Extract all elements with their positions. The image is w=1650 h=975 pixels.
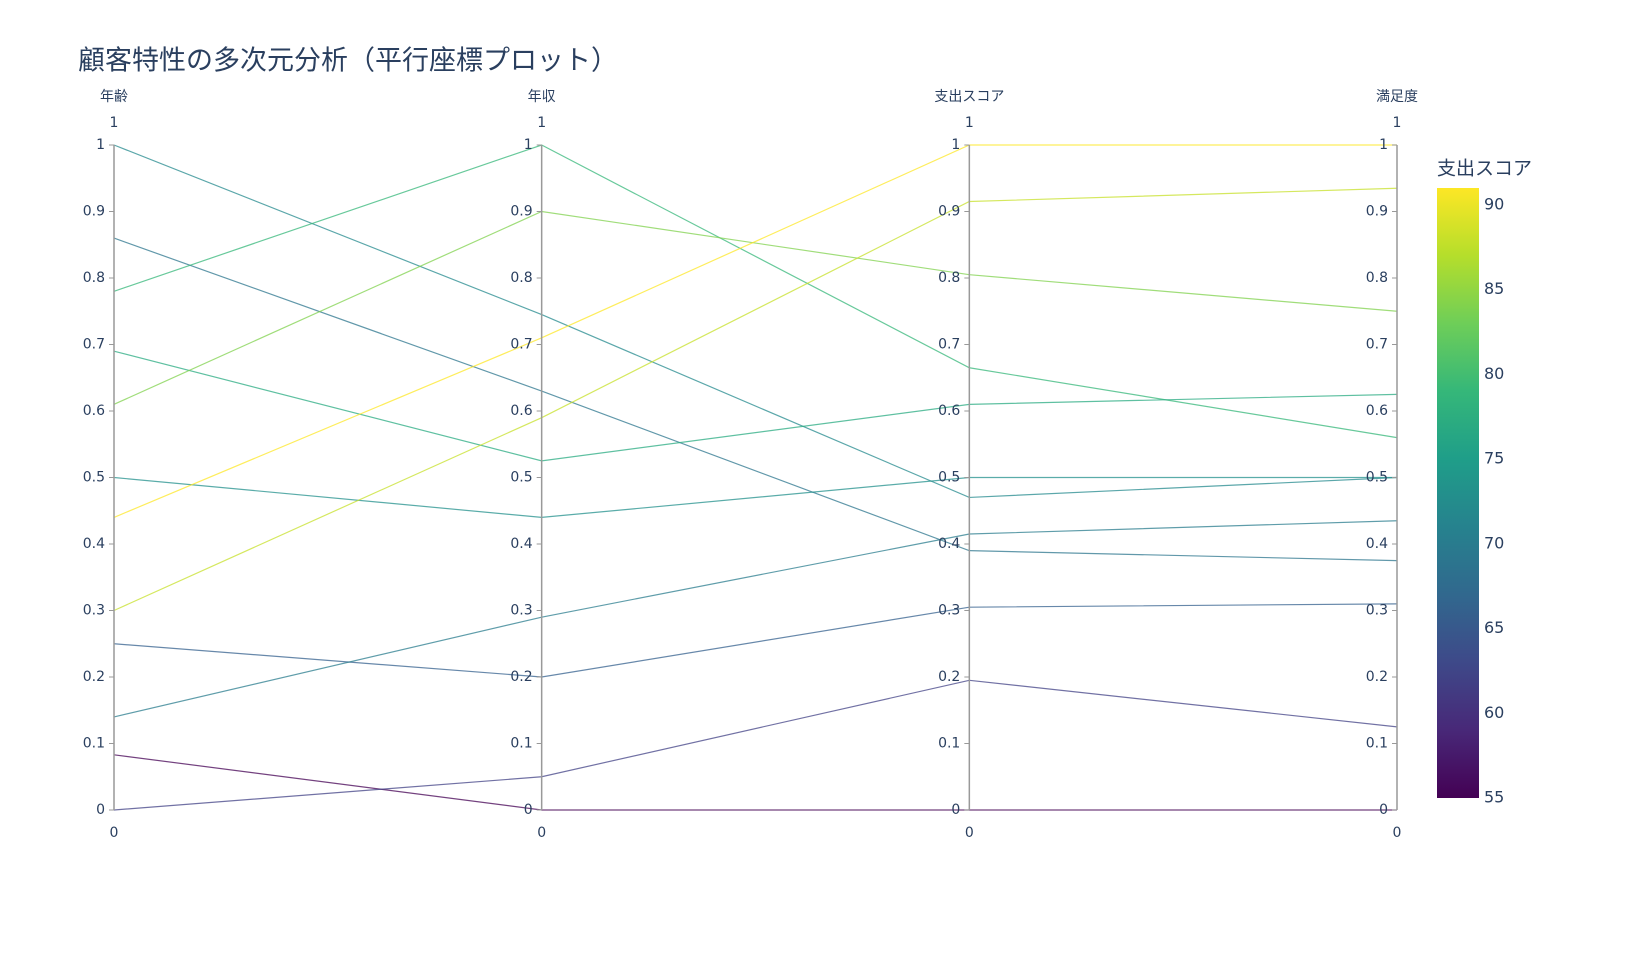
data-line	[113, 144, 1397, 518]
tick-label: 1	[96, 137, 105, 153]
data-line	[113, 144, 1398, 439]
tick-label: 0.2	[1366, 669, 1388, 685]
tick-label: 0.9	[1366, 204, 1388, 220]
tick-label: 0.5	[938, 470, 960, 486]
tick-label: 0.5	[83, 470, 105, 486]
colorbar-tick-label: 70	[1484, 533, 1504, 552]
chart-title: 顧客特性の多次元分析（平行座標プロット）	[78, 46, 618, 77]
tick-label: 0	[951, 802, 960, 818]
data-line	[113, 237, 1398, 562]
tick-label: 0.5	[510, 470, 532, 486]
tick-label: 0.1	[938, 736, 960, 752]
data-line	[113, 754, 1397, 811]
tick-label: 0.8	[1366, 270, 1388, 286]
tick-label: 0.1	[1366, 736, 1388, 752]
tick-label: 1	[524, 137, 533, 153]
tick-label: 0.1	[510, 736, 532, 752]
tick-label: 0.3	[83, 603, 105, 619]
tick-label: 0.7	[1366, 337, 1388, 353]
tick-label: 0.3	[510, 603, 532, 619]
tick-label: 0.9	[83, 204, 105, 220]
colorbar-tick-label: 90	[1484, 194, 1504, 213]
axis-label: 支出スコア	[934, 89, 1004, 105]
data-line	[113, 476, 1397, 519]
range-min-label: 0	[965, 825, 974, 841]
tick-label: 0.2	[510, 669, 532, 685]
tick-label: 0.8	[83, 270, 105, 286]
tick-label: 0	[524, 802, 533, 818]
tick-label: 0.6	[1366, 403, 1388, 419]
tick-label: 1	[951, 137, 960, 153]
data-line	[113, 603, 1398, 678]
tick-label: 0.2	[83, 669, 105, 685]
tick-label: 0.6	[83, 403, 105, 419]
tick-label: 0.4	[83, 536, 105, 552]
tick-label: 0.4	[1366, 536, 1388, 552]
colorbar-tick-label: 85	[1484, 279, 1504, 298]
tick-label: 0.6	[510, 403, 532, 419]
tick-label: 1	[1379, 137, 1388, 153]
tick-label: 0.7	[83, 337, 105, 353]
data-line	[113, 144, 1398, 499]
colorbar-tick-label: 65	[1484, 618, 1504, 637]
tick-label: 0.3	[938, 603, 960, 619]
range-min-label: 0	[110, 825, 119, 841]
colorbar-title: 支出スコア	[1437, 158, 1532, 180]
tick-label: 0.9	[510, 204, 532, 220]
tick-label: 0.7	[938, 337, 960, 353]
axis-label: 年収	[528, 89, 556, 105]
range-max-label: 1	[965, 115, 974, 131]
range-max-label: 1	[1393, 115, 1402, 131]
tick-label: 0.2	[938, 669, 960, 685]
range-min-label: 0	[1393, 825, 1402, 841]
data-line	[113, 679, 1398, 811]
tick-label: 0.5	[1366, 470, 1388, 486]
tick-label: 0.6	[938, 403, 960, 419]
axis-label: 年齢	[100, 89, 128, 105]
tick-label: 0	[1379, 802, 1388, 818]
colorbar-tick-label: 80	[1484, 364, 1504, 383]
tick-label: 0.9	[938, 204, 960, 220]
axis-label: 満足度	[1376, 89, 1418, 105]
data-line	[113, 520, 1398, 718]
colorbar-tick-label: 60	[1484, 703, 1504, 722]
colorbar	[1437, 188, 1479, 798]
tick-label: 0.7	[510, 337, 532, 353]
tick-label: 0.3	[1366, 603, 1388, 619]
range-max-label: 1	[110, 115, 119, 131]
tick-label: 0.8	[938, 270, 960, 286]
tick-label: 0.1	[83, 736, 105, 752]
range-min-label: 0	[537, 825, 546, 841]
data-line	[113, 350, 1398, 462]
data-line	[113, 187, 1398, 612]
data-line	[113, 210, 1398, 405]
tick-label: 0.4	[938, 536, 960, 552]
colorbar-tick-label: 75	[1484, 449, 1504, 468]
colorbar-tick-label: 55	[1484, 788, 1504, 807]
tick-label: 0.4	[510, 536, 532, 552]
tick-label: 0.8	[510, 270, 532, 286]
tick-label: 0	[96, 802, 105, 818]
range-max-label: 1	[537, 115, 546, 131]
